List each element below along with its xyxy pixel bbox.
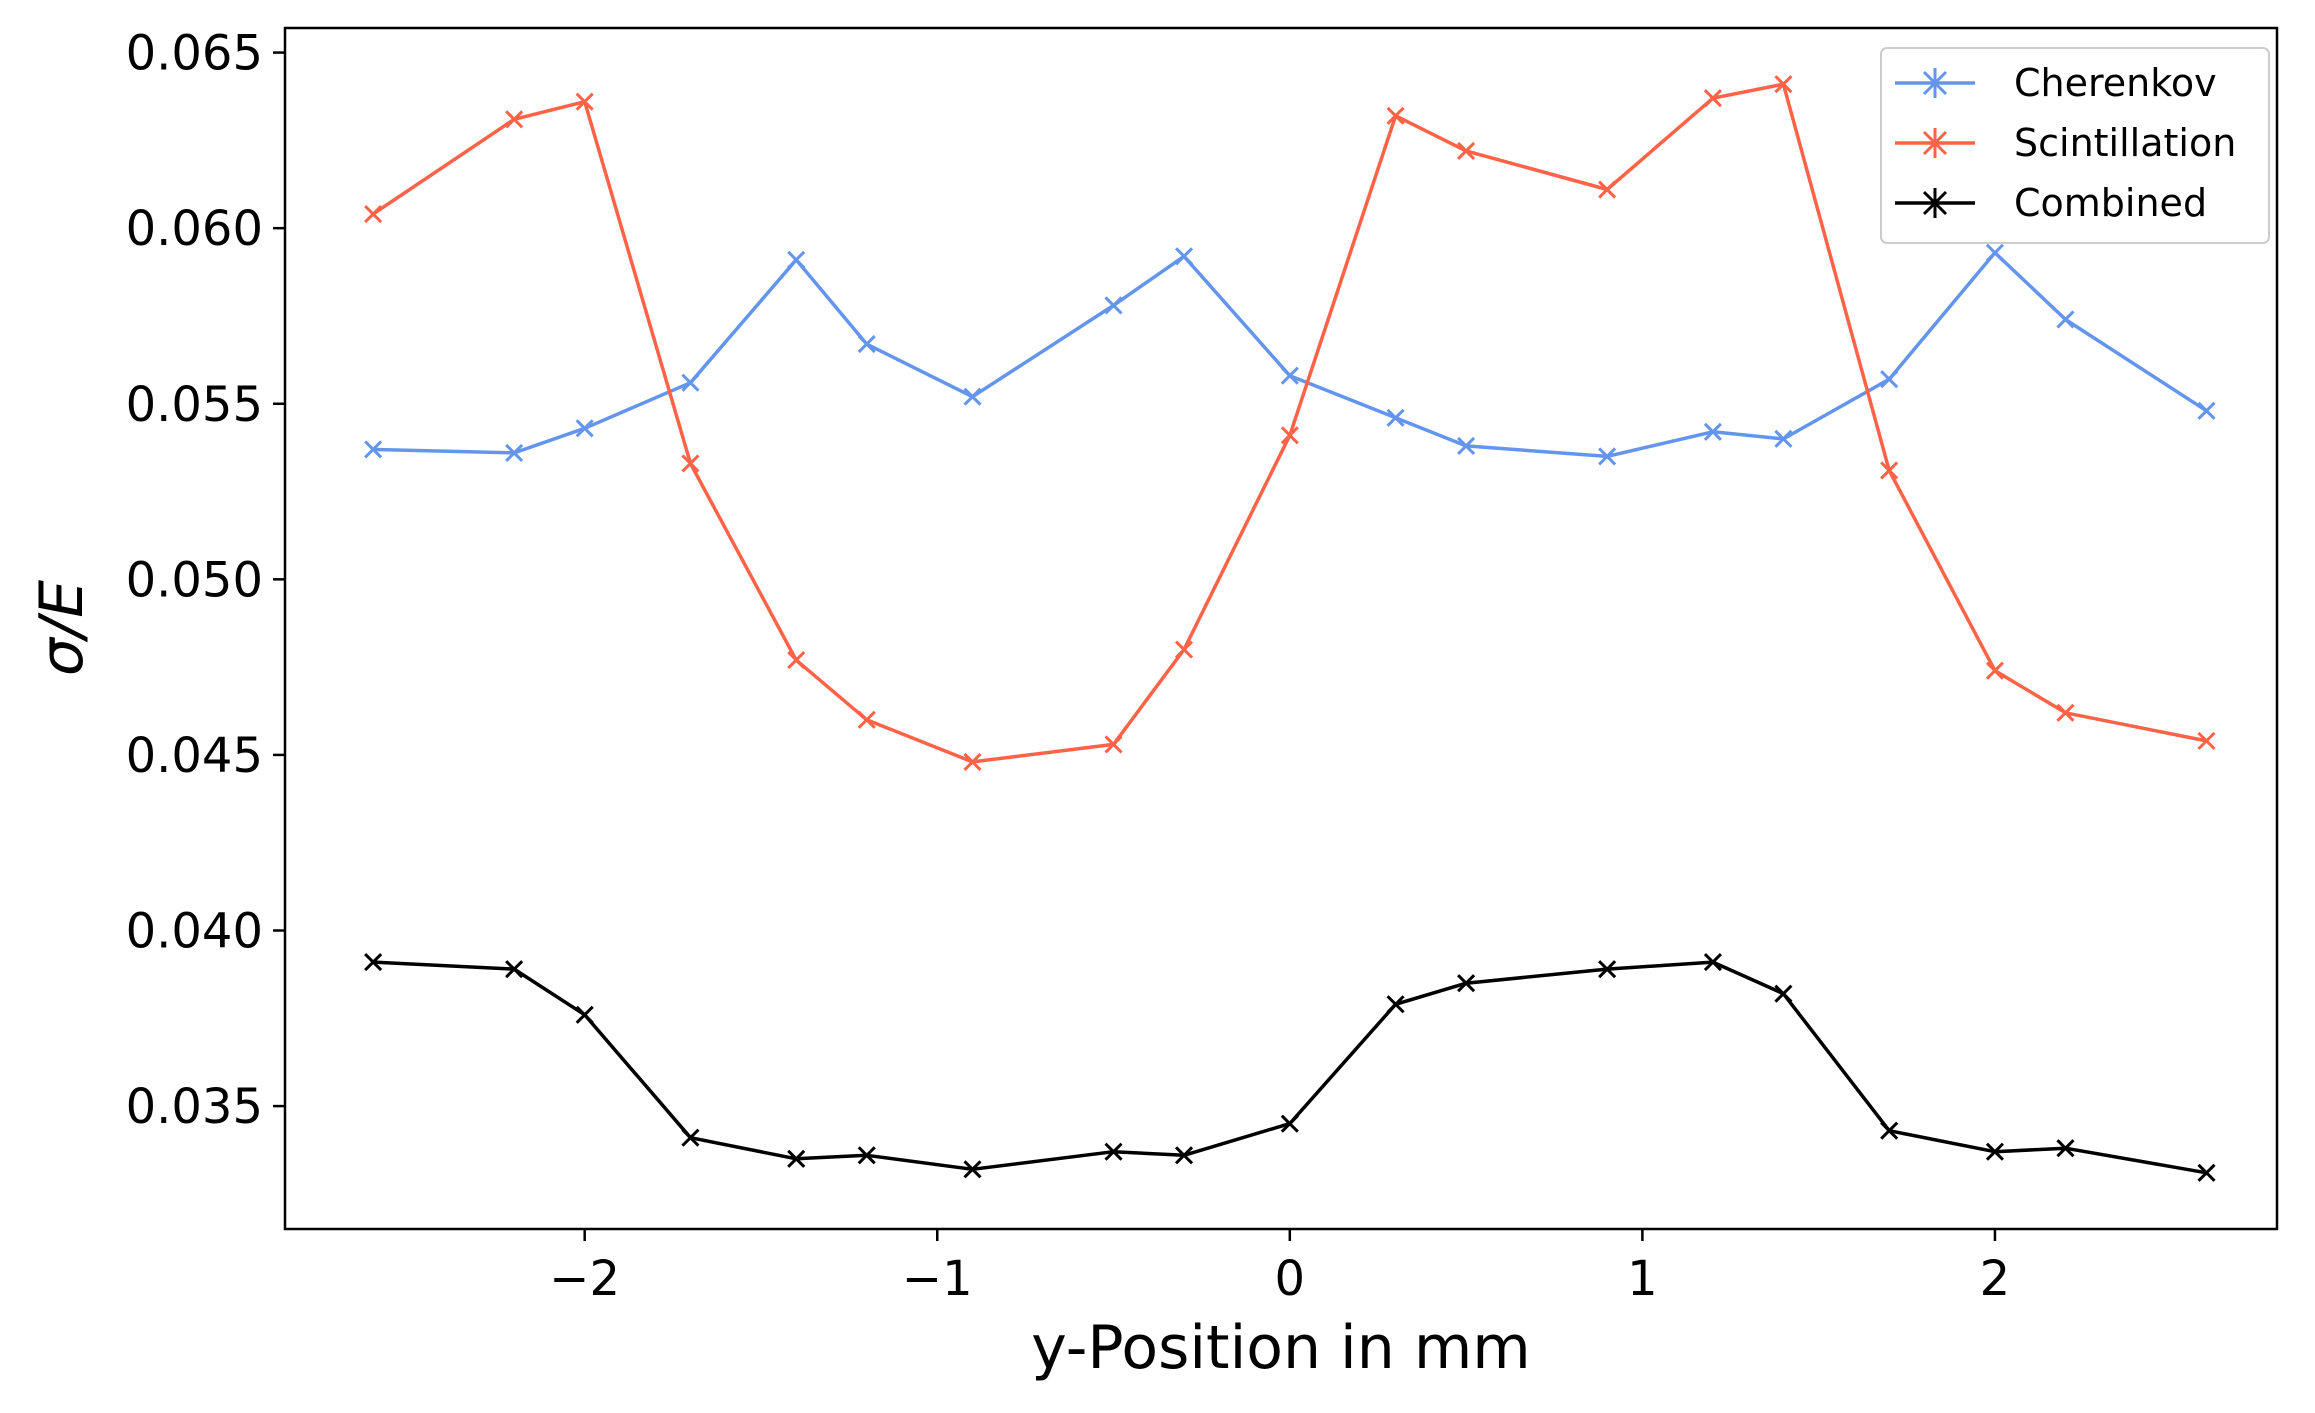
data-point [1457, 974, 1476, 993]
legend-label: Cherenkov [2014, 61, 2217, 105]
data-point [1280, 366, 1299, 385]
legend-item-combined: Combined [1895, 181, 2207, 225]
data-point [2197, 731, 2216, 750]
data-point [1174, 640, 1194, 659]
data-point [1280, 1114, 1299, 1133]
legend-label: Combined [2014, 181, 2207, 225]
legend: Cherenkov Scintillation Combined [1880, 47, 2270, 244]
data-point [681, 1128, 700, 1147]
data-point [1703, 89, 1722, 108]
data-point [1880, 1121, 1899, 1140]
data-point [1703, 953, 1722, 972]
data-point [1774, 429, 1793, 448]
y-tick-label: 0.055 [126, 377, 263, 433]
data-point [2056, 1139, 2075, 1158]
data-point [2056, 703, 2075, 722]
data-point [1104, 1142, 1123, 1161]
data-point [787, 250, 806, 269]
data-point [1104, 296, 1123, 315]
x-tick-label: 0 [1275, 1251, 1306, 1307]
data-point [505, 960, 524, 979]
x-tick-label: 2 [1980, 1251, 2011, 1307]
y-tick-label: 0.045 [126, 728, 263, 784]
data-point [1174, 1146, 1194, 1165]
data-point [505, 443, 524, 462]
legend-item-cherenkov: Cherenkov [1895, 61, 2217, 105]
data-point [364, 205, 383, 224]
data-point [857, 710, 876, 729]
data-point [1598, 960, 1617, 979]
x-tick-label: −1 [902, 1251, 973, 1307]
legend-label: Scintillation [2014, 121, 2236, 165]
data-point [857, 1146, 876, 1165]
x-axis-title: y-Position in mm [1031, 1313, 1530, 1383]
data-point [1174, 247, 1194, 266]
data-point [1774, 984, 1793, 1003]
data-point [1774, 75, 1793, 94]
data-point [575, 1005, 594, 1024]
data-point [963, 1160, 982, 1179]
data-point [1880, 370, 1899, 389]
data-point [963, 387, 982, 406]
y-tick-label: 0.050 [126, 552, 263, 608]
data-point [2056, 310, 2075, 329]
data-point [1985, 661, 2005, 680]
data-point [1457, 141, 1476, 160]
x-tick-label: −2 [549, 1251, 620, 1307]
data-point [575, 92, 594, 111]
legend-item-scintillation: Scintillation [1895, 121, 2236, 165]
data-point [787, 1149, 806, 1168]
y-tick-label: 0.040 [126, 904, 263, 960]
data-point [575, 419, 594, 438]
data-point [1104, 735, 1123, 754]
y-tick-label: 0.035 [126, 1079, 263, 1135]
data-point [1703, 422, 1722, 441]
data-point [1457, 436, 1476, 455]
legend-box [1880, 47, 2270, 244]
data-point [1386, 106, 1405, 125]
data-point [1280, 426, 1299, 445]
x-tick-label: 1 [1627, 1251, 1658, 1307]
data-point [1985, 243, 2005, 262]
data-point [1985, 1142, 2005, 1161]
data-point [364, 953, 383, 972]
y-tick-label: 0.065 [126, 26, 263, 82]
data-point [787, 651, 806, 670]
data-point [1598, 447, 1617, 466]
y-axis-title: σ/E [27, 580, 97, 676]
data-point [963, 752, 982, 772]
data-point [2197, 1163, 2216, 1182]
x-axis: −2 −1 0 1 2 [549, 1229, 2010, 1307]
data-point [681, 454, 700, 473]
y-tick-label: 0.060 [126, 201, 263, 257]
series-cherenkov [364, 243, 2216, 466]
data-point [1880, 461, 1899, 480]
plot-frame [283, 26, 2279, 1231]
data-point [857, 334, 876, 354]
data-point [1386, 995, 1405, 1014]
data-point [1598, 180, 1617, 199]
data-point [681, 373, 700, 392]
data-point [2197, 401, 2216, 420]
series-layer [364, 75, 2216, 1182]
data-point [505, 110, 524, 129]
series-combined [364, 953, 2216, 1182]
series-scintillation [364, 75, 2216, 772]
data-point [1386, 408, 1405, 427]
data-point [364, 440, 383, 459]
y-axis: 0.035 0.040 0.045 0.050 0.055 0.060 0.065 [126, 26, 285, 1135]
